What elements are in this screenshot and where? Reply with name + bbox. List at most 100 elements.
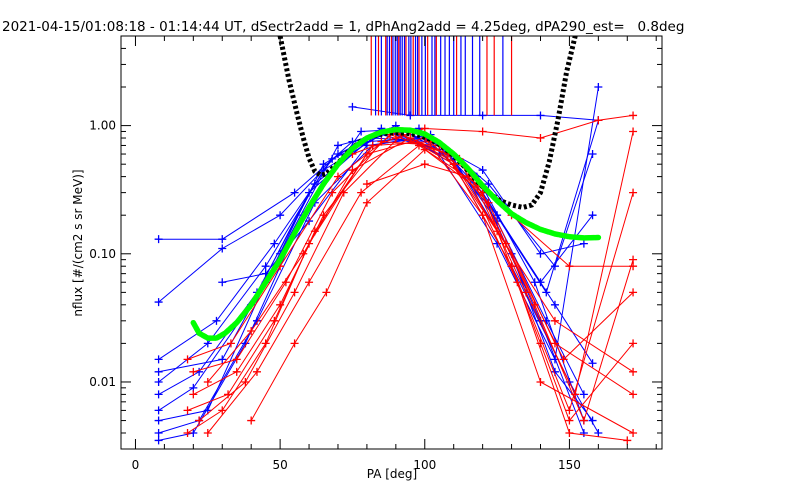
series-22-point-3 [464,172,473,181]
series-23-point-4 [362,198,371,207]
series-23-point-7 [536,339,545,348]
series-22-point-1 [362,180,371,189]
series-8-point-9 [588,150,597,159]
y-tick-label-2: 0.10 [89,247,116,261]
series-23 [247,145,638,425]
series-17-point-9 [629,188,638,197]
series-20-point-2 [252,367,261,376]
series-6-point-9 [588,211,597,220]
series-12-point-6 [478,166,487,175]
series-8 [154,130,597,437]
series-21-point-6 [594,116,603,125]
series-15-point-3 [276,300,285,309]
series-9-point-1 [154,436,163,445]
series-18-point-9 [623,436,632,445]
series-18-point-1 [195,416,204,425]
series-20 [203,141,638,437]
series-9-point-8 [530,278,539,287]
vertical-markers-group [370,36,513,116]
series-4-point-3 [261,262,270,271]
series-22-point-5 [565,262,574,271]
series-16-point-4 [328,188,337,197]
series-6-line [158,137,593,411]
series-18-point-4 [339,188,348,197]
series-21-point-2 [391,134,400,143]
series-17-point-4 [333,172,342,181]
series-17-point-2 [226,339,235,348]
series-4-point-8 [550,300,559,309]
series-7-point-9 [594,83,603,92]
series-1-point-2 [218,235,227,244]
series-20-point-1 [203,428,212,437]
series-11 [348,102,603,125]
plot-frame [120,35,663,450]
series-21-point-7 [629,111,638,120]
y-tick-label-3: 1.00 [89,119,116,133]
series-16-point-9 [629,288,638,297]
data-series-group [154,83,638,445]
series-20-point-7 [530,300,539,309]
x-tick-label-1: 0 [132,458,140,472]
series-19-point-9 [629,127,638,136]
series-4-point-1 [154,377,163,386]
series-10-point-2 [218,355,227,364]
series-13-point-8 [536,377,545,386]
series-4-point-9 [588,359,597,368]
series-2-point-1 [154,298,163,307]
series-19-point-5 [406,134,415,143]
series-13-point-1 [183,428,192,437]
series-3-point-1 [154,355,163,364]
series-3-point-2 [212,316,221,325]
series-19-point-4 [348,166,357,175]
series-21-point-4 [478,127,487,136]
series-23-point-2 [290,339,299,348]
series-15-point-8 [550,316,559,325]
series-8-point-1 [154,428,163,437]
series-14-point-9 [629,390,638,399]
y-tick-label-1: 0.01 [89,375,116,389]
series-21-point-5 [536,134,545,143]
series-16-point-1 [189,367,198,376]
series-18-point-2 [241,377,250,386]
series-23-point-9 [629,339,638,348]
series-18-point-3 [290,288,299,297]
series-9-point-5 [357,127,366,136]
series-10-point-9 [594,428,603,437]
series-5-point-1 [154,390,163,399]
x-tick-label-4: 150 [558,458,581,472]
series-20-point-5 [414,141,423,150]
series-23-point-1 [247,416,256,425]
x-tick-label-2: 50 [272,458,287,472]
series-19-point-1 [203,377,212,386]
series-1-point-9 [579,428,588,437]
series-10-point-4 [333,141,342,150]
series-18-point-8 [565,428,574,437]
series-21-point-3 [420,124,429,133]
x-tick-label-3: 100 [413,458,436,472]
series-3-point-3 [270,239,279,248]
series-2-point-2 [218,244,227,253]
series-3 [154,127,588,399]
series-14-point-8 [550,339,559,348]
series-7-point-1 [154,416,163,425]
series-19-point-2 [247,326,256,335]
series-14-point-3 [270,316,279,325]
series-12-point-1 [218,278,227,287]
series-12 [218,134,588,287]
series-23-point-8 [565,416,574,425]
series-11-point-1 [348,102,357,111]
chart-title: 2021-04-15/01:08:18 - 01:14:44 UT, dSect… [2,19,684,35]
series-23-point-5 [420,145,429,154]
fit-curves-group [190,36,602,341]
series-20-point-4 [357,188,366,197]
series-14-point-1 [183,406,192,415]
series-19-point-3 [299,249,308,258]
green-fit-curve [190,126,602,341]
series-2-point-3 [276,211,285,220]
series-10-point-1 [154,367,163,376]
series-17-point-8 [565,406,574,415]
series-12-point-8 [579,239,588,248]
series-12-point-7 [536,249,545,258]
series-20-point-3 [305,278,314,287]
